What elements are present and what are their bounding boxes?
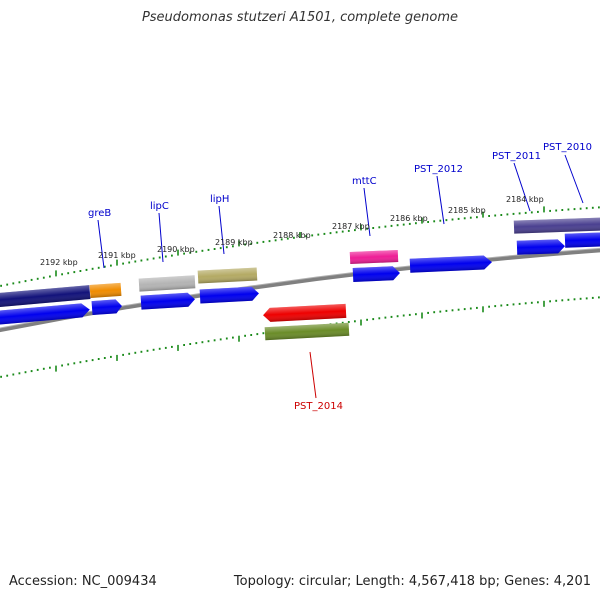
gene-labels: greB lipC lipH mttC PST_2012 PST_2011 PS… (88, 142, 592, 412)
cds-arrow[interactable] (199, 286, 260, 304)
PST_2014-red-feature[interactable] (263, 303, 347, 322)
navy-feature[interactable] (0, 285, 91, 308)
kbp-labels: 2192 kbp 2191 kbp 2190 kbp 2189 kbp 2188… (40, 195, 544, 267)
gene-label-PST_2012[interactable]: PST_2012 (414, 164, 463, 175)
kbp-label: 2185 kbp (448, 206, 486, 215)
greB-orange-feature[interactable] (89, 282, 122, 299)
cds-arrow[interactable] (91, 299, 123, 316)
kbp-label: 2189 kbp (215, 238, 253, 247)
lipH-khaki-feature[interactable] (197, 267, 258, 284)
cds-arrow[interactable] (0, 303, 90, 326)
kbp-label: 2188 kbp (273, 231, 311, 240)
mttC-pink-feature[interactable] (349, 249, 399, 265)
map-title: Pseudomonas stutzeri A1501, complete gen… (141, 10, 459, 25)
gene-label-lipH[interactable]: lipH (210, 194, 229, 205)
gene-label-mttC[interactable]: mttC (352, 176, 377, 187)
kbp-label: 2187 kbp (332, 222, 370, 231)
upper-scale-ruler (0, 206, 600, 287)
kbp-label: 2192 kbp (40, 258, 78, 267)
kbp-label: 2191 kbp (98, 251, 136, 260)
upper-feature-track (0, 217, 600, 308)
kbp-label: 2190 kbp (157, 245, 195, 254)
accession-text: Accession: NC_009434 (9, 574, 157, 589)
gene-label-lipC[interactable]: lipC (150, 201, 169, 212)
cds-track (0, 232, 600, 326)
gene-label-PST_2011[interactable]: PST_2011 (492, 151, 541, 162)
PST_2011-purple-feature[interactable] (513, 217, 600, 234)
cds-arrow[interactable] (352, 266, 401, 282)
cds-arrow[interactable] (140, 292, 196, 310)
cds-arrow[interactable] (564, 232, 600, 248)
cds-arrow[interactable] (516, 239, 565, 255)
gene-label-greB[interactable]: greB (88, 208, 111, 219)
lower-feature-track (263, 303, 350, 341)
cds-arrow[interactable] (409, 255, 493, 273)
genome-summary-text: Topology: circular; Length: 4,567,418 bp… (233, 574, 591, 589)
kbp-label: 2186 kbp (390, 214, 428, 223)
kbp-label: 2184 kbp (506, 195, 544, 204)
olive-feature[interactable] (264, 322, 350, 341)
gene-label-PST_2010[interactable]: PST_2010 (543, 142, 592, 153)
gene-label-PST_2014[interactable]: PST_2014 (294, 401, 343, 412)
label-leaders (97, 154, 584, 399)
lipC-grey-feature[interactable] (138, 275, 196, 292)
